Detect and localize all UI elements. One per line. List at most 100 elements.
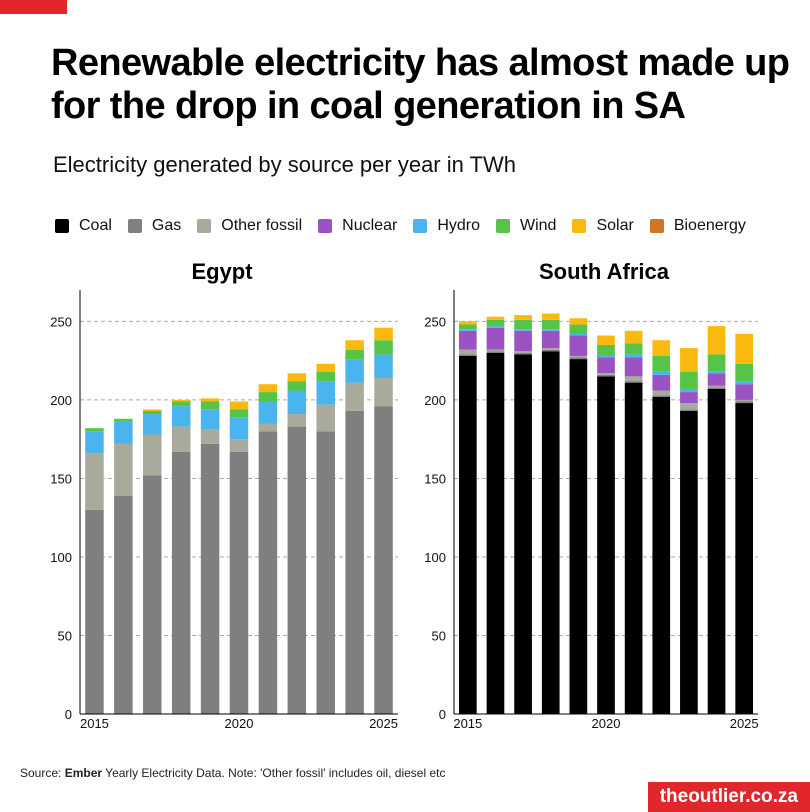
bar-segment-solar-2015 [458,321,477,325]
bar-segment-nuclear-2022 [652,374,671,391]
bar-segment-nuclear-2024 [707,373,726,386]
y-tick-label: 50 [432,628,446,643]
bar-segment-wind-2023 [680,371,698,389]
bar-segment-wind-2020 [229,409,249,418]
chart-title: Renewable electricity has almost made up… [51,42,790,127]
bar-segment-coal-2017 [514,354,532,714]
bar-segment-wind-2025 [374,340,393,355]
bar-segment-wind-2019 [569,324,588,334]
bar-segment-wind-2020 [597,344,615,356]
x-tick-label: 2020 [592,716,621,731]
x-tick-label: 2025 [730,716,759,731]
bar-segment-nuclear-2023 [680,392,698,404]
bar-segment-hydro-2025 [374,354,393,378]
bar-segment-solar-2020 [597,335,615,345]
bar-segment-gas-2018 [171,451,191,714]
bar-segment-hydro-2016 [114,421,133,444]
bar-segment-other-fossil-2020 [229,439,249,452]
bar-segment-gas-2019 [200,443,220,714]
y-tick-label: 200 [50,393,72,408]
bar-segment-hydro-2016 [486,326,505,328]
source-note: Source: Ember Yearly Electricity Data. N… [20,766,445,780]
bar-segment-other-fossil-2018 [541,348,560,350]
legend-label: Solar [596,217,634,234]
y-tick-label: 100 [424,550,446,565]
bar-segment-solar-2024 [345,340,364,350]
y-tick-label: 250 [50,314,72,329]
bar-segment-coal-2025 [735,403,754,714]
source-prefix: Source: [20,766,65,780]
bar-segment-other-fossil-2019 [200,429,220,444]
chart-egypt: Egypt 0 50 100 150 200 250 2015 2020 2025 [50,259,398,731]
bar-segment-wind-2022 [287,381,307,391]
bar-segment-wind-2025 [735,363,754,382]
bar-segment-nuclear-2017 [514,330,532,352]
bar-segment-solar-2018 [541,313,560,320]
legend-swatch [197,219,212,233]
bar-segment-nuclear-2019 [569,335,588,356]
bar-segment-wind-2017 [514,319,532,330]
bar-segment-wind-2018 [541,319,560,330]
panel-title: South Africa [539,259,670,284]
bar-segment-gas-2020 [229,451,249,714]
legend-label: Wind [520,217,557,234]
panel-title: Egypt [191,259,253,284]
legend-item-wind: Wind [496,217,556,235]
bar-segment-other-fossil-2019 [569,355,588,358]
bar-segment-nuclear-2015 [458,330,477,350]
bar-segment-coal-2016 [486,352,505,714]
bar-segment-hydro-2015 [458,329,477,331]
bar-segment-wind-2015 [85,428,104,432]
bar-segment-coal-2020 [597,376,615,714]
bar-segment-gas-2016 [114,495,133,714]
legend-swatch [55,219,69,233]
bar-segment-gas-2025 [374,406,393,714]
bar-segment-nuclear-2016 [486,327,505,350]
bar-segment-coal-2019 [569,359,588,714]
bar-segment-wind-2019 [200,401,220,410]
legend-swatch [318,219,333,233]
brand-logo[interactable]: theoutlier.co.za [647,782,810,812]
bar-segment-hydro-2025 [735,381,754,385]
bar-segment-hydro-2020 [597,355,615,358]
bar-segment-other-fossil-2015 [458,349,477,355]
bar-segment-nuclear-2025 [735,384,754,400]
bar-segment-other-fossil-2024 [707,385,726,388]
bar-segment-wind-2015 [458,324,477,330]
bar-segment-other-fossil-2018 [171,426,191,452]
bar-segment-hydro-2023 [680,388,698,393]
bar-segment-coal-2024 [707,388,726,714]
legend-item-gas: Gas [127,217,181,235]
bar-segment-gas-2018 [541,349,560,352]
bar-segment-hydro-2017 [514,329,532,331]
bar-segment-coal-2022 [652,396,671,714]
bar-segment-wind-2023 [316,371,335,382]
bar-segment-hydro-2017 [143,414,162,435]
bar-segment-nuclear-2021 [624,357,643,377]
bar-segment-other-fossil-2021 [258,423,278,432]
bar-segment-coal-2021 [624,382,643,714]
bar-segment-solar-2022 [652,340,671,356]
legend-swatch [572,219,587,233]
bar-segment-solar-2025 [374,327,393,341]
bar-segment-gas-2016 [486,351,505,353]
bar-segment-wind-2018 [171,401,191,407]
bar-segment-other-fossil-2022 [652,390,671,396]
bar-segment-other-fossil-2025 [735,399,754,402]
bar-segment-wind-2016 [486,319,505,327]
bar-segment-other-fossil-2017 [143,434,162,476]
legend-swatch [127,219,142,233]
bar-segment-other-fossil-2015 [85,453,104,510]
bar-segment-gas-2017 [143,475,162,714]
legend-label: Coal [79,217,112,234]
bar-segment-other-fossil-2021 [624,376,643,382]
bar-segment-hydro-2024 [707,371,726,374]
legend-label: Hydro [437,217,480,234]
bar-segment-gas-2019 [569,357,588,360]
bar-segment-gas-2023 [680,409,698,411]
bar-segment-gas-2021 [624,381,643,383]
bar-segment-solar-2018 [171,399,191,402]
bar-segment-other-fossil-2017 [514,351,532,353]
chart-subtitle: Electricity generated by source per year… [53,152,517,177]
top-accent-bar [0,0,67,14]
